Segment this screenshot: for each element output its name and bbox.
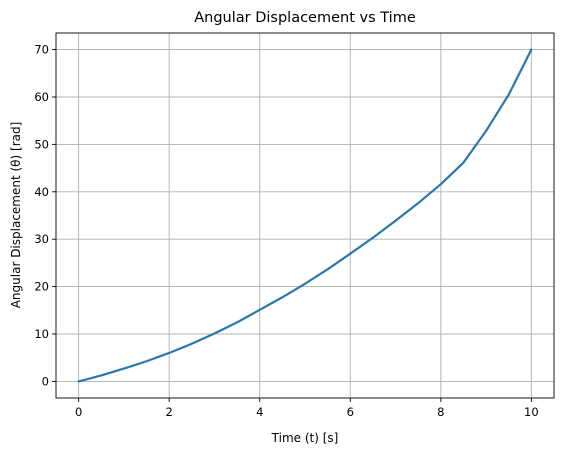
x-tick-label: 0 bbox=[75, 405, 82, 419]
plot-frame bbox=[55, 32, 555, 399]
x-tick-label: 8 bbox=[437, 405, 444, 419]
series-line bbox=[77, 48, 533, 383]
grid-lines bbox=[56, 33, 554, 398]
y-tick-label: 0 bbox=[42, 374, 49, 388]
chart-title: Angular Displacement vs Time bbox=[194, 10, 416, 26]
y-tick-label: 60 bbox=[34, 90, 49, 104]
y-tick-label: 10 bbox=[34, 327, 49, 341]
y-tick-label: 20 bbox=[34, 280, 49, 294]
x-tick-label: 2 bbox=[166, 405, 173, 419]
axis-ticks: 0 2 4 6 8 10 0 10 20 30 40 50 60 70 bbox=[34, 43, 538, 419]
y-tick-label: 50 bbox=[34, 137, 49, 151]
x-tick-label: 4 bbox=[256, 405, 263, 419]
y-tick-label: 70 bbox=[34, 43, 49, 57]
series-layer bbox=[77, 48, 533, 383]
y-axis-label: Angular Displacement (θ) [rad] bbox=[9, 122, 23, 309]
x-axis-label: Time (t) [s] bbox=[271, 431, 339, 445]
x-tick-label: 10 bbox=[524, 405, 539, 419]
x-tick-label: 6 bbox=[347, 405, 354, 419]
y-tick-label: 30 bbox=[34, 232, 49, 246]
y-tick-label: 40 bbox=[34, 185, 49, 199]
